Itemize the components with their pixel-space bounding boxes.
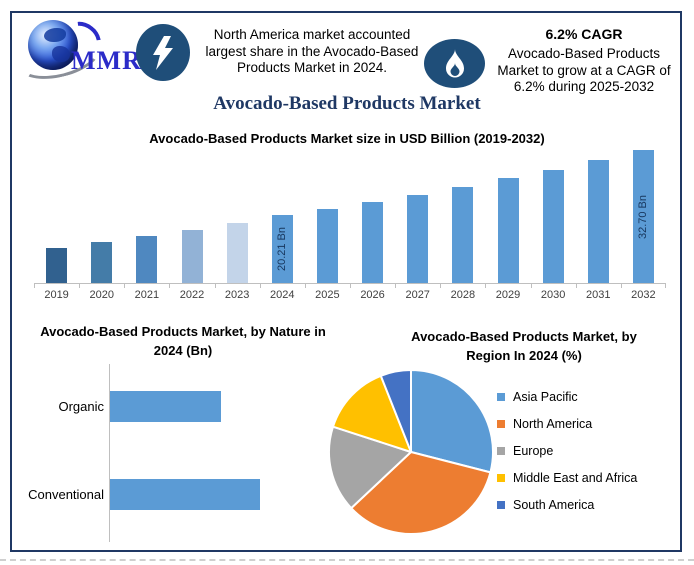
legend-swatch — [497, 393, 505, 401]
bar-2032: 32.70 Bn — [632, 150, 654, 283]
axis-tick — [395, 284, 396, 288]
axis-tick — [621, 284, 622, 288]
nature-chart-axis — [109, 364, 110, 542]
bar-2019 — [46, 248, 68, 283]
legend-swatch — [497, 447, 505, 455]
bar-2021 — [136, 236, 158, 283]
pie-legend: Asia Pacific North America Europe Middle Ea… — [497, 390, 637, 525]
bar-2029 — [497, 178, 519, 283]
nature-row-conventional: Conventional — [0, 479, 694, 510]
legend-label: South America — [513, 498, 595, 512]
nature-bar-conventional — [110, 479, 260, 510]
x-axis-label-2022: 2022 — [179, 289, 205, 301]
pie-slice-asia-pacific — [410, 369, 494, 474]
nature-chart-title: Avocado-Based Products Market, by Nature… — [40, 324, 326, 358]
x-axis-label-2028: 2028 — [450, 289, 476, 301]
x-axis-label-2031: 2031 — [586, 289, 611, 301]
legend-item-europe: Europe — [497, 444, 637, 458]
legend-label: Middle East and Africa — [513, 471, 638, 485]
nature-bar-organic — [110, 391, 221, 422]
axis-tick — [260, 284, 261, 288]
x-axis-label-2026: 2026 — [360, 289, 385, 301]
legend-item-middle-east-and-africa: Middle East and Africa — [497, 471, 637, 485]
axis-tick — [350, 284, 351, 288]
cagr-callout: 6.2% CAGR Avocado-Based Products Market … — [491, 26, 677, 96]
region-pie-chart — [328, 369, 494, 535]
pie-slice-south-america — [379, 369, 412, 453]
cagr-note: Avocado-Based Products Market to grow at… — [497, 46, 671, 94]
x-axis-label-2025: 2025 — [315, 289, 340, 301]
x-axis-label-2019: 2019 — [44, 289, 69, 301]
bar-2027 — [407, 195, 429, 283]
nature-row-organic: Organic — [0, 391, 694, 422]
mmr-logo: MMR — [12, 14, 141, 87]
x-axis-label-2024: 2024 — [270, 289, 295, 301]
axis-tick — [305, 284, 306, 288]
cagr-headline: 6.2% CAGR — [545, 26, 623, 42]
flame-icon — [424, 39, 485, 88]
x-axis-label-2030: 2030 — [540, 289, 566, 301]
market-size-bar-chart: 20.21 Bn 32.70 Bn — [34, 150, 666, 288]
region-chart-title: Avocado-Based Products Market, by Region… — [411, 329, 637, 363]
page-title: Avocado-Based Products Market — [213, 93, 481, 114]
axis-tick — [34, 284, 35, 288]
legend-item-south-america: South America — [497, 498, 637, 512]
globe-icon — [28, 20, 78, 70]
bar-2031 — [587, 160, 609, 283]
nature-label-organic: Organic — [58, 399, 104, 414]
legend-swatch — [497, 474, 505, 482]
bar-2028 — [452, 187, 474, 283]
legend-swatch — [497, 420, 505, 428]
x-axis-label-2029: 2029 — [495, 289, 521, 301]
pie-slice-middle-east-and-africa — [332, 374, 412, 453]
north-america-note: North America market accounted largest s… — [205, 27, 419, 75]
legend-item-north-america: North America — [497, 417, 637, 431]
bar-2020 — [91, 242, 113, 283]
bar-chart-x-axis-labels: 2019 2020 2021 2022 2023 2024 2025 2026 2027 2028… — [34, 289, 666, 301]
legend-label: North America — [513, 417, 593, 431]
axis-tick — [576, 284, 577, 288]
legend-item-asia-pacific: Asia Pacific — [497, 390, 637, 404]
lightning-icon — [136, 24, 190, 81]
bar-2030 — [542, 170, 564, 283]
x-axis-label-2020: 2020 — [89, 289, 114, 301]
axis-tick — [440, 284, 441, 288]
page-edge-dashes — [0, 559, 694, 561]
bar-2024: 20.21 Bn — [271, 215, 293, 283]
nature-label-conventional: Conventional — [28, 487, 104, 502]
pie-slice-europe — [328, 425, 412, 510]
bar-2026 — [362, 202, 384, 283]
pie-slice-north-america — [350, 451, 492, 535]
bar-2025 — [316, 209, 338, 283]
bar-value-label-2024: 20.21 Bn — [276, 226, 289, 272]
axis-tick — [79, 284, 80, 288]
bar-chart-title: Avocado-Based Products Market size in US… — [149, 131, 545, 146]
logo-text: MMR — [71, 46, 142, 75]
bar-2023 — [226, 223, 248, 283]
axis-tick — [124, 284, 125, 288]
x-axis-label-2032: 2032 — [631, 289, 656, 301]
legend-label: Europe — [513, 444, 554, 458]
x-axis-label-2023: 2023 — [224, 289, 250, 301]
legend-swatch — [497, 501, 505, 509]
axis-tick — [215, 284, 216, 288]
x-axis-label-2027: 2027 — [405, 289, 430, 301]
legend-label: Asia Pacific — [513, 390, 578, 404]
axis-tick — [531, 284, 532, 288]
axis-tick — [665, 284, 666, 288]
bar-value-label-2032: 32.70 Bn — [637, 194, 650, 239]
axis-tick — [485, 284, 486, 288]
x-axis-label-2021: 2021 — [134, 289, 160, 301]
bar-2022 — [181, 230, 203, 283]
axis-tick — [169, 284, 170, 288]
